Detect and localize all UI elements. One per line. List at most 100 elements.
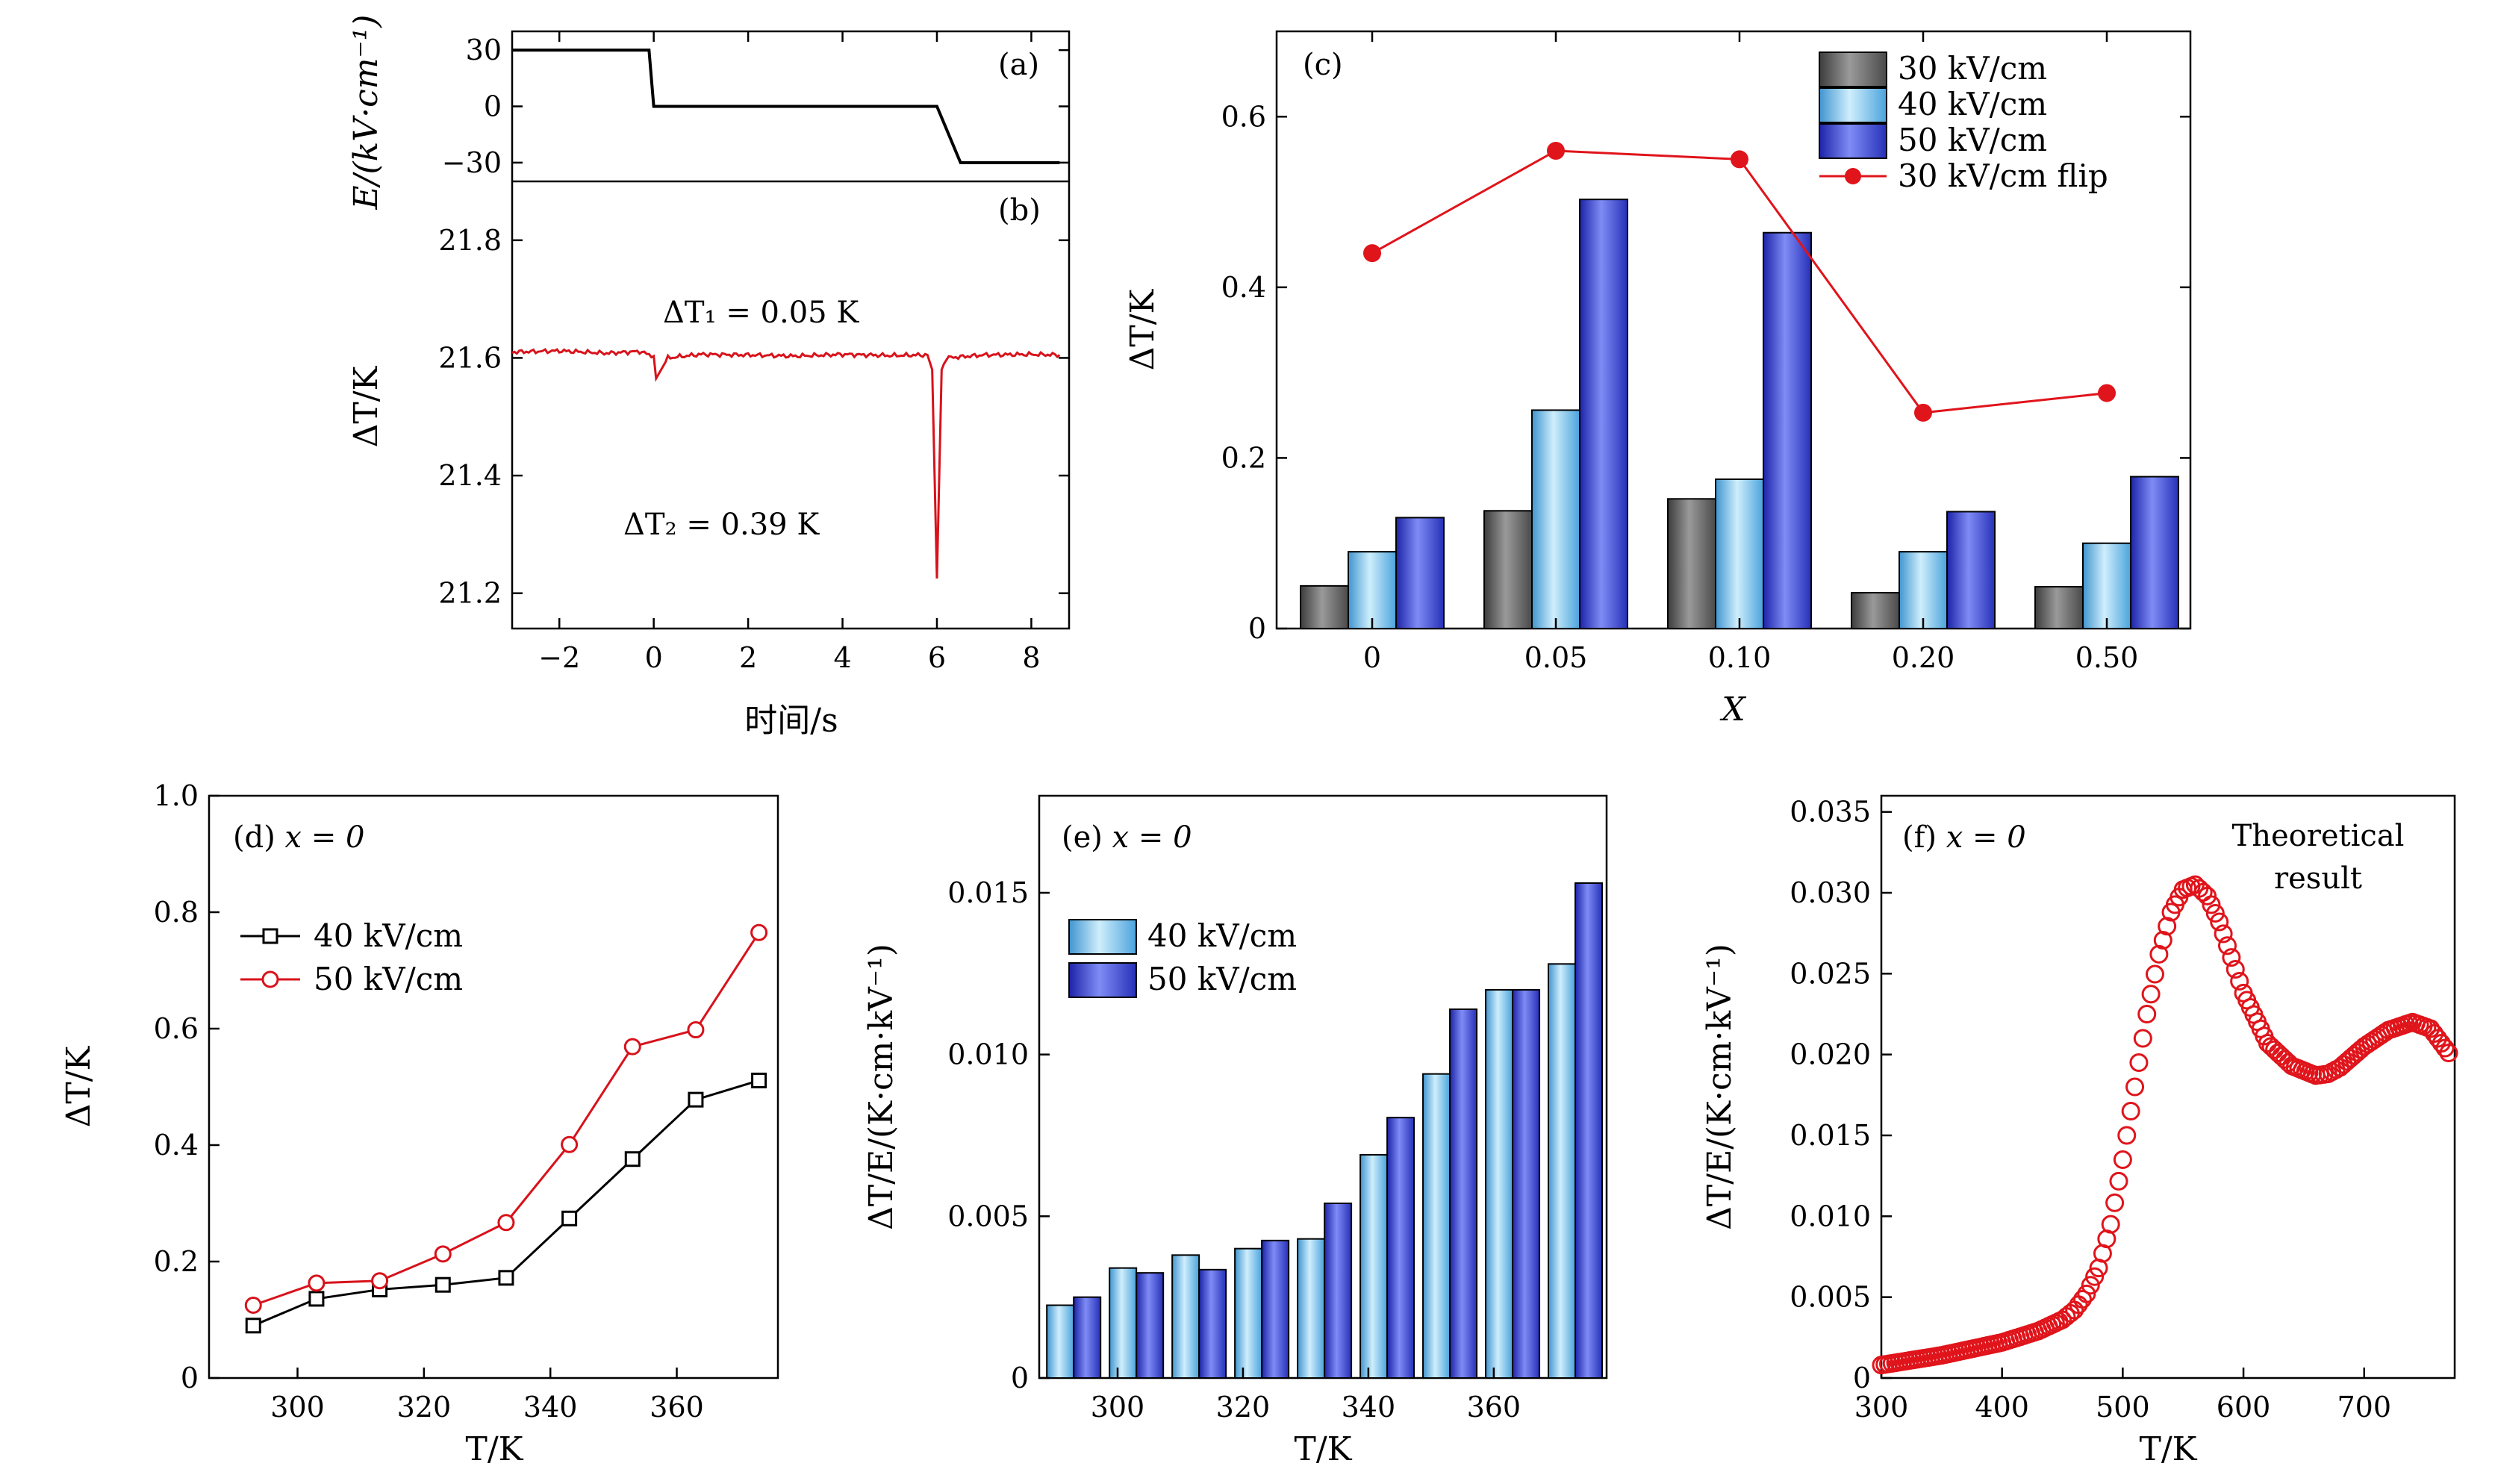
panel-e-bar-50 <box>1512 989 1541 1379</box>
panel-f-ytick-label: 0.020 <box>1790 1038 1871 1071</box>
legend-e-label-50: 50 kV/cm <box>1147 961 1297 997</box>
panel-b-annotation-2: ΔT₂ = 0.39 K <box>623 508 820 542</box>
panel-f-ytick-label: 0.035 <box>1790 796 1871 829</box>
panel-b-y-axis: 21.2 21.4 21.6 21.8 <box>438 224 1069 610</box>
panel-f-point <box>2125 1077 2145 1097</box>
panel-f-point <box>2435 1038 2455 1058</box>
panel-d-legend: 40 kV/cm 50 kV/cm <box>240 917 463 997</box>
panel-d-point-50 <box>308 1274 326 1292</box>
panel-f-ytick-label: 0.010 <box>1790 1200 1871 1232</box>
panel-f-xtick-label: 600 <box>2217 1391 2271 1424</box>
panel-ab-frame <box>511 30 1071 630</box>
panel-c-flip-point <box>1363 244 1381 263</box>
panel-f-point <box>2222 948 2241 967</box>
panel-b-ytick-label: 21.6 <box>438 341 502 374</box>
panel-f-point <box>2210 912 2229 932</box>
panel-d-point-40 <box>751 1072 767 1088</box>
panel-e-bar-50 <box>1198 1268 1227 1379</box>
panel-d-point-40 <box>561 1210 578 1226</box>
panel-f-point <box>2153 931 2172 950</box>
panel-d-xtick-label: 320 <box>397 1391 452 1424</box>
panel-f-xtick-label: 700 <box>2337 1391 2391 1424</box>
panel-c-bar-30-kv-cm <box>1483 510 1533 629</box>
panel-b-xtick-label: −2 <box>538 641 580 674</box>
panel-b-ytick-label: 21.4 <box>438 459 502 492</box>
panel-f-point <box>2230 971 2249 991</box>
panel-d-point-50 <box>623 1038 641 1056</box>
panel-f-xtick-label: 300 <box>1854 1391 1909 1424</box>
panel-c-bar-40-kv-cm <box>2082 542 2131 630</box>
panel-f-point <box>2121 1102 2140 1120</box>
panel-f-point <box>2226 960 2245 979</box>
panel-f-tag-eq: x = 0 <box>1946 820 2026 855</box>
panel-d-ytick-label: 1.0 <box>154 779 199 812</box>
panel-d-xtick-label: 340 <box>523 1391 578 1424</box>
panel-c-ytick-label: 0 <box>1248 612 1266 645</box>
panel-c-xtick-label: 0 <box>1363 641 1381 674</box>
panel-c-xtick-label: 0.50 <box>2075 641 2139 674</box>
panel-e-bar-40 <box>1046 1304 1075 1379</box>
panel-d-point-50 <box>434 1245 452 1263</box>
panel-c-bar-30-kv-cm <box>2034 586 2084 629</box>
legend-d-label-40: 40 kV/cm <box>314 917 463 954</box>
panel-c-x-label: X <box>1719 690 1746 729</box>
panel-d-ytick-label: 0.2 <box>154 1245 199 1278</box>
panel-e-bar-50 <box>1324 1203 1353 1379</box>
panel-f-point <box>2439 1044 2458 1062</box>
panel-ab: 300−30 21.221.421.621.8 −2 0 2 4 6 8 (a) (b) … <box>347 15 1071 740</box>
panel-d-point-40 <box>624 1151 641 1167</box>
panel-e-bar-50 <box>1261 1239 1290 1379</box>
panel-c-flip-points <box>1363 142 2116 422</box>
panel-d: 0 0.2 0.4 0.6 0.8 1.0 300 320 340 360 (d) x = 0 4… <box>60 779 779 1468</box>
panel-b-xtick-label: 0 <box>645 641 663 674</box>
panel-f-ytick-label: 0.030 <box>1790 876 1871 909</box>
panel-b-xtick-label: 4 <box>833 641 851 674</box>
legend-d-marker-50 <box>261 970 279 988</box>
panel-c-bars <box>1300 199 2179 630</box>
panel-f-annotation-line1: Theoretical <box>2232 819 2405 853</box>
panel-e-xtick-label: 340 <box>1342 1391 1396 1424</box>
panel-a-y-label: E/(kV·cm⁻¹) <box>347 15 385 211</box>
panel-c-legend: 30 kV/cm 40 kV/cm 50 kV/cm 30 kV/cm flip <box>1819 50 2108 194</box>
panel-f-axes: 0 0.005 0.010 0.015 0.020 0.025 0.030 0.035 300 4… <box>1790 796 2391 1424</box>
panel-c-bar-40-kv-cm <box>1715 478 1764 629</box>
panel-b-annotation-1: ΔT₁ = 0.05 K <box>663 296 859 330</box>
panel-d-point-40 <box>498 1270 514 1286</box>
legend-d-marker-40 <box>262 928 278 944</box>
legend-e-swatch-40 <box>1068 919 1137 955</box>
panel-c-bar-30-kv-cm <box>1851 592 1900 629</box>
panel-f-y-label: ΔT/E/(K·cm·kV⁻¹) <box>1701 944 1739 1230</box>
panel-c-flip-point <box>1547 142 1565 160</box>
panel-f-point <box>2129 1053 2149 1072</box>
panel-d-markers <box>244 923 768 1334</box>
panel-f-point <box>2145 964 2164 984</box>
panel-d-y-label: ΔT/K <box>60 1045 98 1127</box>
panel-d-ytick-label: 0.8 <box>154 896 199 929</box>
panel-d-xtick-label: 300 <box>270 1391 325 1424</box>
panel-e-y-label: ΔT/E/(K·cm·kV⁻¹) <box>862 944 900 1230</box>
legend-d-label-50: 50 kV/cm <box>314 961 463 997</box>
panel-e-bar-50 <box>1073 1296 1102 1379</box>
panel-a-field-line <box>512 49 1060 164</box>
panel-c-bar-40-kv-cm <box>1531 409 1580 630</box>
panel-f-markers <box>1872 875 2458 1375</box>
panel-e-xtick-label: 300 <box>1091 1391 1145 1424</box>
panel-d-point-40 <box>245 1318 261 1334</box>
panel-d-tag: (d) x = 0 <box>233 820 365 855</box>
legend-label-50: 50 kV/cm <box>1898 122 2047 158</box>
panel-c-axes: 0 0.2 0.4 0.6 0 0.05 0.10 0.20 0.50 <box>1221 31 2190 674</box>
panel-e-bar-40 <box>1297 1238 1326 1379</box>
legend-label-30: 30 kV/cm <box>1898 50 2047 87</box>
panel-c-ytick-label: 0.2 <box>1221 441 1266 474</box>
panel-f-x-label: T/K <box>2139 1430 2197 1468</box>
panel-e-bar-40 <box>1234 1247 1263 1379</box>
panel-c-flip-point <box>1914 403 1932 422</box>
panel-c-flip-point <box>2098 384 2116 402</box>
panel-e-legend: 40 kV/cm 50 kV/cm <box>1068 917 1297 998</box>
panel-f-frame <box>1880 794 2456 1379</box>
panel-c-bar-50-kv-cm <box>1395 517 1445 630</box>
panel-c-bar-50-kv-cm <box>1763 231 1812 629</box>
panel-c-tag: (c) <box>1303 48 1343 82</box>
panel-f-point <box>2113 1150 2132 1169</box>
